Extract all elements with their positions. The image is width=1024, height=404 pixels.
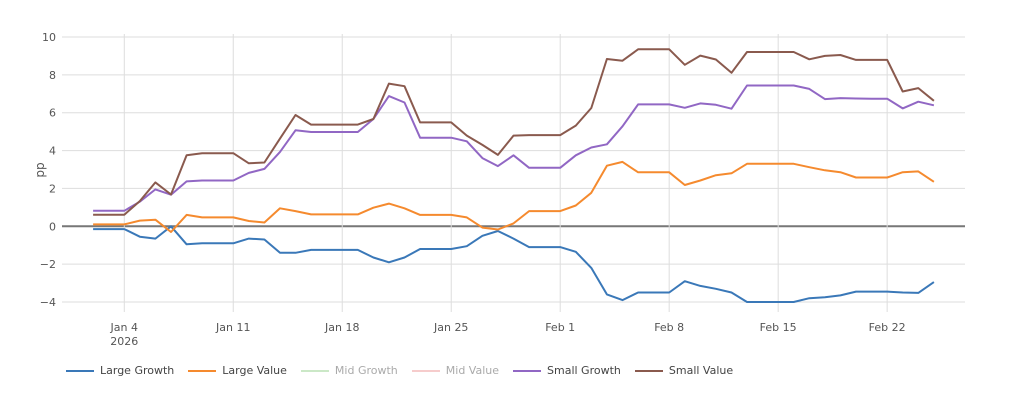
legend-label: Mid Value	[445, 364, 499, 377]
y-tick-label: 10	[42, 31, 56, 44]
y-axis-label: pp	[33, 162, 47, 177]
legend-item-small-value[interactable]: Small Value	[634, 364, 734, 377]
legend-item-small-growth[interactable]: Small Growth	[513, 364, 621, 377]
legend-label: Mid Growth	[334, 364, 398, 377]
legend-swatch	[300, 369, 329, 372]
legend-item-large-value[interactable]: Large Value	[188, 364, 287, 377]
x-tick-sublabel: 2026	[110, 335, 138, 348]
y-tick-label: 4	[49, 145, 56, 158]
series-lines	[93, 48, 935, 303]
y-tick-label: 2	[49, 182, 56, 195]
x-tick-label: Feb 1	[545, 321, 575, 334]
legend-swatch	[188, 369, 217, 372]
x-tick-label: Jan 11	[215, 321, 250, 334]
y-tick-label: 8	[49, 69, 56, 82]
legend-item-large-growth[interactable]: Large Growth	[66, 364, 174, 377]
legend: Large Growth Large Value Mid Growth Mid Val…	[66, 364, 733, 377]
legend-swatch	[513, 369, 541, 372]
legend-swatch	[66, 369, 94, 372]
legend-label: Small Growth	[547, 364, 621, 377]
x-tick-label: Jan 18	[324, 321, 359, 334]
grid	[62, 34, 965, 312]
y-axis-ticks: 10 8 6 4 2 0 −2 −4	[40, 31, 56, 309]
y-tick-label: 6	[49, 107, 56, 120]
legend-label: Small Value	[668, 364, 734, 377]
y-tick-label: −4	[40, 296, 56, 309]
series-line-large-growth	[93, 225, 935, 303]
legend-label: Large Value	[222, 364, 287, 377]
legend-swatch	[634, 369, 663, 372]
series-line-large-value	[93, 160, 935, 233]
x-tick-label: Feb 22	[869, 321, 906, 334]
x-tick-label: Feb 15	[760, 321, 797, 334]
x-tick-label: Jan 25	[433, 321, 468, 334]
legend-item-mid-value[interactable]: Mid Value	[411, 364, 499, 377]
series-line-small-value	[93, 48, 935, 216]
x-tick-label: Feb 8	[654, 321, 684, 334]
series-line-small-growth	[93, 84, 935, 212]
y-tick-label: 0	[49, 220, 56, 233]
x-tick-label: Jan 4	[110, 321, 138, 334]
legend-swatch	[411, 369, 440, 372]
legend-item-mid-growth[interactable]: Mid Growth	[300, 364, 398, 377]
y-tick-label: −2	[40, 258, 56, 271]
legend-label: Large Growth	[100, 364, 175, 377]
